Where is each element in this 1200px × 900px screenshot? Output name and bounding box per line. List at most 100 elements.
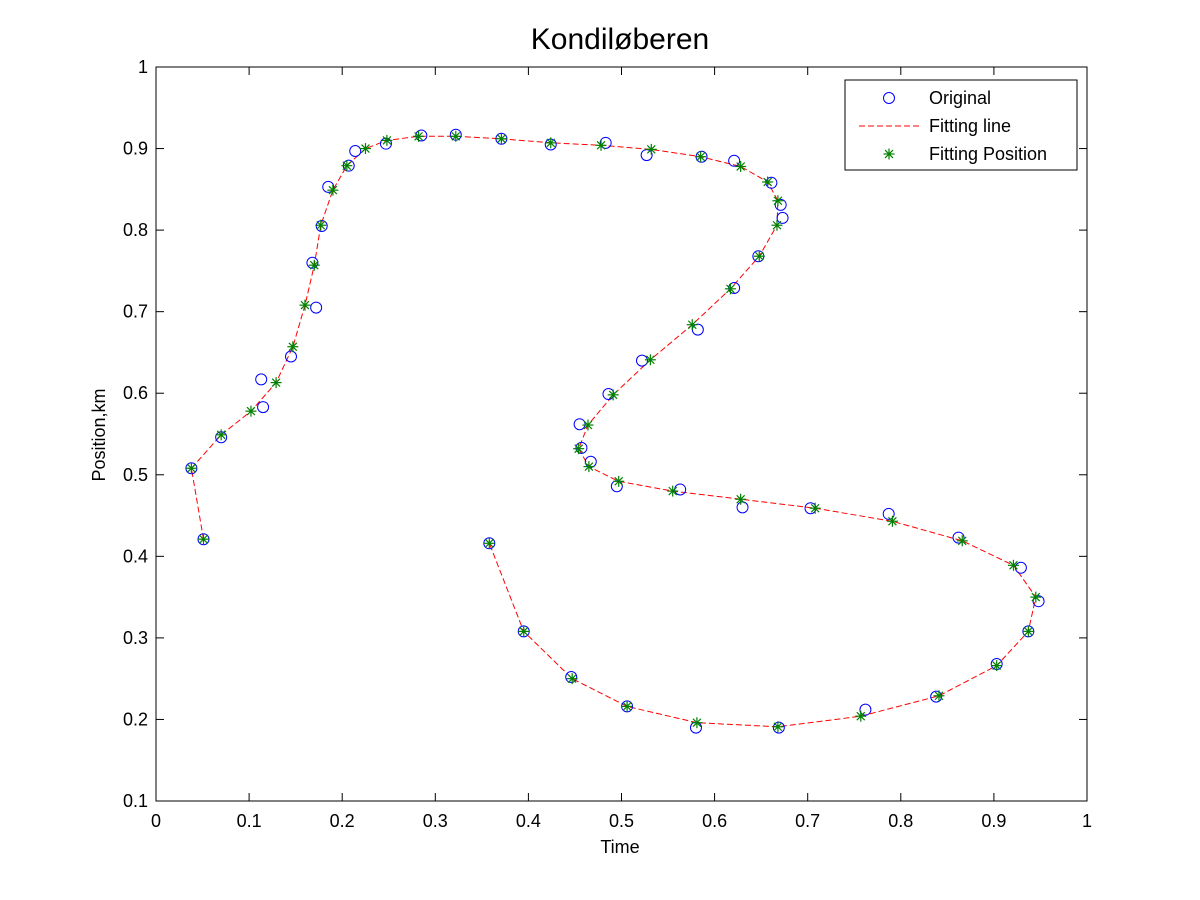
fitting-position-point [245, 405, 257, 417]
fitting-position-point [772, 195, 784, 207]
fitting-position-point [607, 389, 619, 401]
original-point [952, 531, 965, 544]
fitting-position-point [933, 690, 945, 702]
fitting-position-point [583, 461, 595, 473]
fitting-position-point [270, 377, 282, 389]
original-point [728, 154, 741, 167]
fitting-position-point [450, 130, 462, 142]
fitting-position-point [381, 134, 393, 146]
fitting-position-point [315, 219, 327, 231]
original-point [306, 256, 319, 269]
fitting-line-series [190, 135, 1037, 728]
fitting-position-point [1022, 625, 1034, 637]
fitting-position-point [809, 502, 821, 514]
y-tick-label: 0.6 [123, 383, 148, 403]
fitting-position-point [595, 139, 607, 151]
x-tick-label: 0.3 [423, 811, 448, 831]
x-tick-label: 0 [151, 811, 161, 831]
fitting-position-point [686, 319, 698, 331]
fitting-position-point [762, 176, 774, 188]
original-point [310, 301, 323, 314]
fitting-position-point [886, 515, 898, 527]
legend-marker-fitting-position [883, 148, 895, 160]
y-tick-label: 0.3 [123, 628, 148, 648]
original-point [882, 507, 895, 520]
fitting-position-point [582, 419, 594, 431]
original-point [257, 401, 270, 414]
y-tick-label: 0.8 [123, 220, 148, 240]
x-tick-label: 0.6 [702, 811, 727, 831]
fitting-position-point [644, 354, 656, 366]
fitting-position-point [735, 160, 747, 172]
legend-box [844, 79, 1078, 171]
original-point [349, 145, 362, 158]
y-tick-label: 0.5 [123, 465, 148, 485]
original-point [930, 690, 943, 703]
original-point [315, 220, 328, 233]
fitting-position-point [197, 533, 209, 545]
original-point [284, 350, 297, 363]
fitting-position-point [645, 143, 657, 155]
fitting-position-point [359, 143, 371, 155]
x-axis-label: Time [600, 837, 639, 857]
plot-area: 0 0.1 0.2 0.3 0.4 0.5 0.6 0.7 0.8 0.9 10.10.20.30.… [123, 57, 1092, 831]
y-tick-label: 0.7 [123, 302, 148, 322]
fitting-position-point [341, 160, 353, 172]
x-tick-label: 0.7 [795, 811, 820, 831]
y-tick-label: 0.2 [123, 709, 148, 729]
original-point [565, 671, 578, 684]
fitting-position-point [413, 130, 425, 142]
fitting-position-point [518, 625, 530, 637]
original-point [322, 180, 335, 193]
legend-label: Original [929, 88, 991, 108]
legend: Original Fitting line Fitting Position [844, 79, 1078, 171]
legend-marker-original [883, 92, 895, 104]
x-tick-label: 0.9 [981, 811, 1006, 831]
fitting-position-point [308, 259, 320, 271]
original-point [575, 441, 588, 454]
original-point [573, 418, 586, 431]
fitting-position-point [545, 137, 557, 149]
original-point [776, 211, 789, 224]
original-point [584, 455, 597, 468]
fitting-position-point [667, 485, 679, 497]
y-tick-label: 1 [138, 57, 148, 77]
fitting-position-point [621, 700, 633, 712]
original-point [635, 354, 648, 367]
fitting-position-point [613, 475, 625, 487]
x-tick-label: 0.8 [888, 811, 913, 831]
original-point [774, 198, 787, 211]
original-point [379, 137, 392, 150]
y-axis-label: Position,km [89, 388, 109, 481]
original-point [415, 129, 428, 142]
fitting-position-point [956, 535, 968, 547]
original-point [765, 176, 778, 189]
x-tick-label: 0.1 [237, 811, 262, 831]
original-point [859, 703, 872, 716]
original-point [599, 136, 612, 149]
y-tick-label: 0.1 [123, 791, 148, 811]
fitting-position-point [855, 710, 867, 722]
x-tick-label: 1 [1082, 811, 1092, 831]
fitting-position-point [185, 462, 197, 474]
fitting-position-point [771, 219, 783, 231]
fitting-position-point [327, 184, 339, 196]
fitting-position-point [215, 429, 227, 441]
fitting-position-point [287, 341, 299, 353]
fitting-position-point [566, 673, 578, 685]
original-point [728, 282, 741, 295]
original-point [1032, 595, 1045, 608]
fitting-position-point [772, 721, 784, 733]
fitting-position-point [1007, 559, 1019, 571]
original-point [610, 480, 623, 493]
fitting-position-point [691, 717, 703, 729]
original-point [255, 373, 268, 386]
fitting-position-point [1030, 591, 1042, 603]
x-tick-label: 0.5 [609, 811, 634, 831]
legend-label: Fitting line [929, 116, 1011, 136]
y-tick-label: 0.9 [123, 139, 148, 159]
y-tick-label: 0.4 [123, 546, 148, 566]
fitting-position-point [991, 660, 1003, 672]
x-tick-label: 0.2 [330, 811, 355, 831]
